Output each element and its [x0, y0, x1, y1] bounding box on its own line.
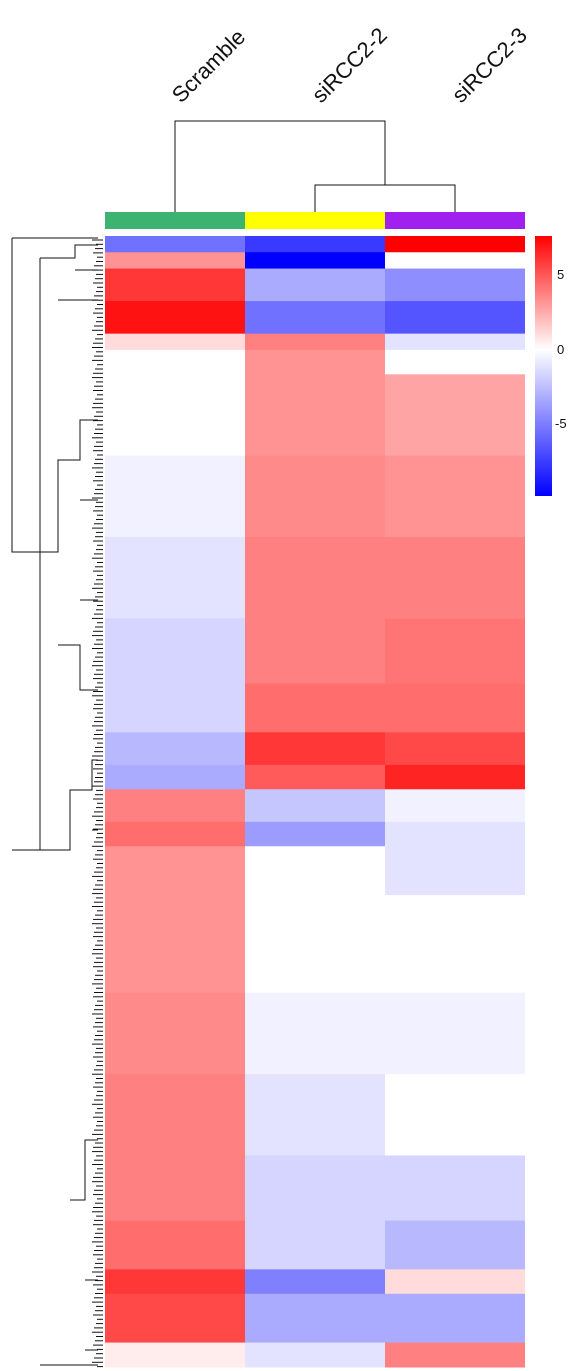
heatmap-cell-block1-col0 — [105, 252, 245, 270]
heatmap-cell-block18-col1 — [245, 1074, 385, 1156]
heatmap-cell-block5-col1 — [245, 349, 385, 375]
heatmap-cell-block8-col2 — [385, 537, 525, 619]
heatmap-cell-block3-col1 — [245, 301, 385, 335]
color-legend: 5 0 -5 — [535, 236, 567, 496]
heatmap-cell-block14-col1 — [245, 821, 385, 847]
heatmap-cell-block6-col0 — [105, 374, 245, 457]
heatmap-cell-block19-col1 — [245, 1155, 385, 1222]
group-bar-sircc2-3 — [385, 212, 525, 229]
heatmap-cell-block5-col0 — [105, 349, 245, 375]
legend-tick-minus5: -5 — [555, 416, 567, 431]
heatmap-cell-block20-col2 — [385, 1220, 525, 1270]
heatmap-cell-block10-col2 — [385, 683, 525, 733]
heatmap-cell-block15-col0 — [105, 846, 245, 896]
heatmap-cell-block17-col2 — [385, 992, 525, 1075]
column-label-sircc2-2: siRCC2-2 — [307, 22, 392, 107]
column-label-scramble: Scramble — [167, 24, 250, 107]
heatmap-cell-block2-col0 — [105, 268, 245, 302]
heatmap-cell-block12-col1 — [245, 764, 385, 790]
heatmap-cell-block1-col1 — [245, 252, 385, 270]
heatmap-cell-block16-col0 — [105, 895, 245, 994]
row-dendrogram-branch-0 — [11, 238, 40, 553]
heatmap-cell-block20-col1 — [245, 1220, 385, 1270]
heatmap-cell-block15-col1 — [245, 846, 385, 896]
heatmap-cells — [105, 236, 525, 1368]
heatmap-cell-block18-col2 — [385, 1074, 525, 1156]
heatmap-cell-block9-col0 — [105, 618, 245, 685]
row-dendrogram-branch-2 — [40, 244, 98, 259]
heatmap-cell-block22-col2 — [385, 1293, 525, 1344]
heatmap-cell-block22-col1 — [245, 1293, 385, 1344]
group-bar-sircc2-2 — [245, 212, 385, 229]
heatmap-cell-block14-col2 — [385, 821, 525, 847]
row-dendrogram-branch-9 — [70, 1139, 98, 1201]
heatmap-cell-block8-col0 — [105, 537, 245, 619]
heatmap-cell-block17-col1 — [245, 992, 385, 1075]
heatmap-cell-block21-col2 — [385, 1269, 525, 1295]
heatmap-cell-block13-col2 — [385, 789, 525, 823]
heatmap-cell-block1-col2 — [385, 252, 525, 270]
heatmap-cell-block13-col1 — [245, 789, 385, 823]
heatmap-cell-block22-col0 — [105, 1293, 245, 1344]
row-dendrogram-branch-8 — [40, 759, 98, 851]
row-dendrogram-branch-1 — [12, 258, 41, 851]
heatmap-cell-block19-col0 — [105, 1155, 245, 1222]
heatmap-cell-block11-col1 — [245, 732, 385, 766]
heatmap-cell-block0-col1 — [245, 236, 385, 253]
legend-tick-0: 0 — [557, 342, 564, 357]
group-bar-scramble — [105, 212, 245, 229]
column-labels: Scramble siRCC2-2 siRCC2-3 — [167, 22, 532, 107]
heatmap-cell-block3-col0 — [105, 301, 245, 335]
group-color-bars — [105, 212, 525, 229]
legend-tick-5: 5 — [557, 267, 564, 282]
heatmap-cell-block19-col2 — [385, 1155, 525, 1222]
heatmap-cell-block7-col0 — [105, 455, 245, 538]
heatmap-cell-block10-col1 — [245, 683, 385, 733]
heatmap-cell-block16-col2 — [385, 895, 525, 994]
heatmap-cell-block12-col2 — [385, 764, 525, 790]
column-label-sircc2-3: siRCC2-3 — [447, 22, 532, 107]
heatmap-cell-block11-col2 — [385, 732, 525, 766]
heatmap-cell-block6-col1 — [245, 374, 385, 457]
heatmap-cell-block9-col1 — [245, 618, 385, 685]
heatmap-cell-block23-col2 — [385, 1342, 525, 1368]
heatmap-cell-block15-col2 — [385, 846, 525, 896]
row-dendrogram — [11, 237, 103, 1368]
heatmap-cell-block4-col2 — [385, 333, 525, 351]
heatmap-cell-block9-col2 — [385, 618, 525, 685]
heatmap-cell-block21-col0 — [105, 1269, 245, 1295]
heatmap-cell-block3-col2 — [385, 301, 525, 335]
heatmap-cell-block4-col1 — [245, 333, 385, 351]
heatmap-cell-block10-col0 — [105, 683, 245, 733]
heatmap-cell-block16-col1 — [245, 895, 385, 994]
heatmap-cell-block0-col2 — [385, 236, 525, 253]
color-legend-bar — [535, 236, 552, 496]
heatmap-cell-block14-col0 — [105, 821, 245, 847]
heatmap-cell-block7-col1 — [245, 455, 385, 538]
heatmap-cell-block7-col2 — [385, 455, 525, 538]
row-dendrogram-branch-4 — [40, 419, 98, 553]
heatmap-cell-block20-col0 — [105, 1220, 245, 1270]
heatmap-cell-block12-col0 — [105, 764, 245, 790]
heatmap-cell-block0-col0 — [105, 236, 245, 253]
heatmap-cell-block23-col1 — [245, 1342, 385, 1368]
column-dendrogram — [174, 120, 456, 212]
heatmap-cell-block2-col2 — [385, 268, 525, 302]
heatmap-cell-block11-col0 — [105, 732, 245, 766]
heatmap-cell-block21-col1 — [245, 1269, 385, 1295]
heatmap-cell-block6-col2 — [385, 374, 525, 457]
heatmap-cell-block5-col2 — [385, 349, 525, 375]
heatmap-cell-block13-col0 — [105, 789, 245, 823]
heatmap-cell-block4-col0 — [105, 333, 245, 351]
heatmap-cell-block18-col0 — [105, 1074, 245, 1156]
heatmap-cell-block17-col0 — [105, 992, 245, 1075]
heatmap-cell-block2-col1 — [245, 268, 385, 302]
heatmap-cell-block8-col1 — [245, 537, 385, 619]
heatmap-cell-block23-col0 — [105, 1342, 245, 1368]
row-dendrogram-branch-5 — [58, 644, 98, 691]
